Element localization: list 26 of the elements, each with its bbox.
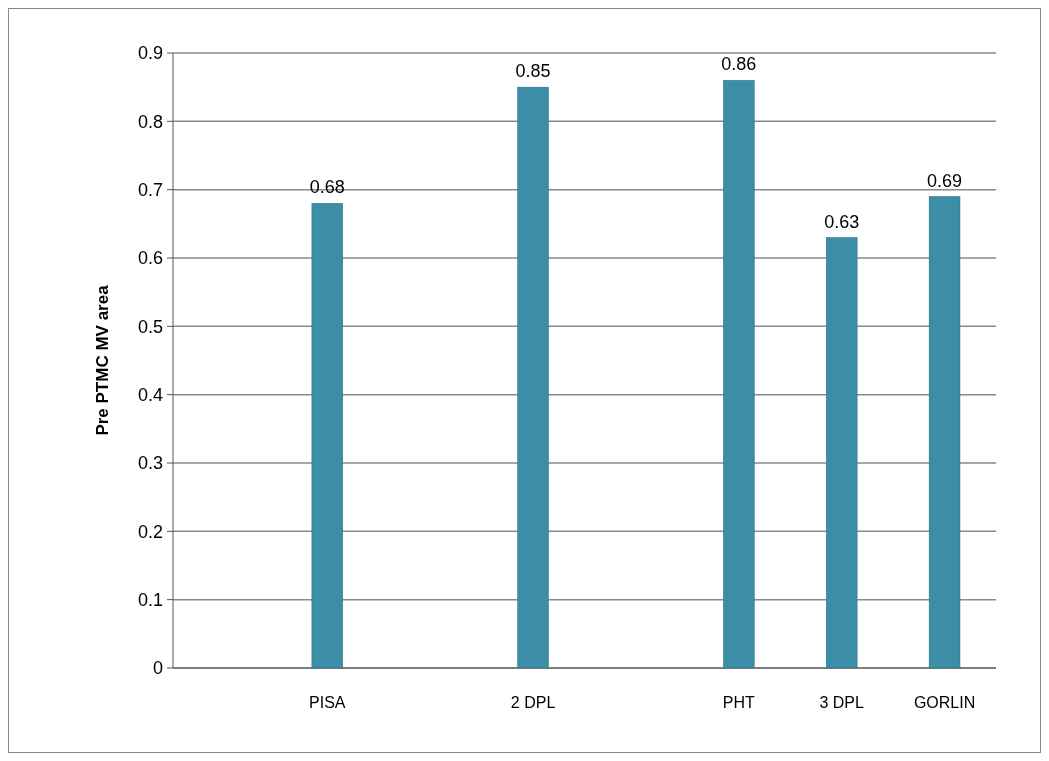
bar [517,86,549,669]
y-tick-label: 0.4 [137,384,163,405]
data-label: 0.68 [309,177,345,198]
x-tick-label: PISA [309,694,346,711]
bar [826,237,858,669]
bar [723,80,755,669]
data-label: 0.86 [721,54,757,75]
data-label: 0.69 [927,170,963,191]
y-tick-label: 0.7 [137,179,163,200]
data-label: 0.85 [515,61,551,82]
x-tick-label: PHT [722,694,756,711]
x-tick-label: GORLIN [913,694,976,711]
y-axis-title: Pre PTMC MV area [93,284,112,436]
y-tick-label: 0.9 [137,43,163,64]
y-tick-label: 0.3 [137,453,163,474]
x-tick-label: 2 DPL [510,694,556,711]
y-tick-label: 0.6 [137,248,163,269]
y-tick-label: 0.5 [137,316,163,337]
y-tick-label: 0.8 [137,111,163,132]
bar [928,196,961,669]
data-label: 0.63 [824,211,860,232]
y-tick-label: 0.1 [137,589,163,610]
bar [311,203,343,669]
y-tick-label: 0.2 [137,521,163,542]
x-tick-label: 3 DPL [819,694,865,711]
y-tick-label: 0 [152,658,163,679]
